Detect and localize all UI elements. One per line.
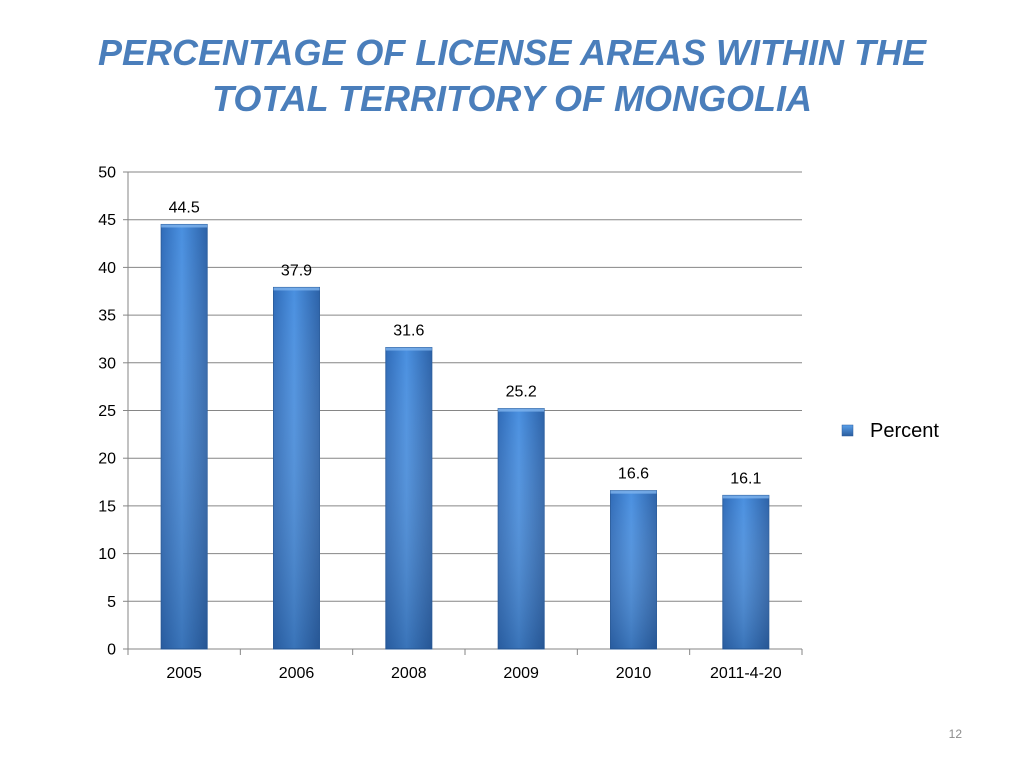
data-label: 16.6 <box>618 466 649 483</box>
x-tick-label: 2005 <box>166 665 202 682</box>
y-tick-label: 45 <box>98 212 116 229</box>
x-tick-label: 2008 <box>391 665 427 682</box>
data-label: 37.9 <box>281 262 312 279</box>
bar-shade <box>161 224 208 649</box>
data-labels: 44.5 37.9 31.6 25.2 16.6 16.1 <box>169 199 762 487</box>
y-tick-label: 5 <box>107 594 116 611</box>
y-tick-label: 10 <box>98 546 116 563</box>
y-tick-labels: 0 5 10 15 20 25 30 35 40 45 50 <box>98 165 116 659</box>
bar-top-highlight <box>722 495 769 499</box>
bar-2011-4-20 <box>722 494 770 650</box>
x-tick-label: 2009 <box>503 665 539 682</box>
x-tick-labels: 2005 2006 2008 2009 2010 2011-4-20 <box>166 665 781 682</box>
data-label: 25.2 <box>506 384 537 401</box>
bar-top-highlight <box>161 224 208 228</box>
y-tick-label: 30 <box>98 355 116 372</box>
bar-2005 <box>160 223 208 650</box>
bar-top-highlight <box>610 490 657 494</box>
legend-swatch <box>841 424 854 437</box>
y-tick-label: 50 <box>98 165 116 182</box>
bar-2008 <box>385 347 433 650</box>
bar-top-highlight <box>273 287 320 291</box>
legend-label: Percent <box>870 420 939 442</box>
y-tick-label: 25 <box>98 403 116 420</box>
x-tick-label: 2011-4-20 <box>710 665 782 682</box>
data-label: 16.1 <box>730 470 761 487</box>
y-tick-label: 20 <box>98 451 116 468</box>
y-tick-label: 15 <box>98 498 116 515</box>
bar-shade <box>273 287 320 649</box>
bar-top-highlight <box>385 347 432 351</box>
page-number: 12 <box>948 727 962 741</box>
x-tick-label: 2006 <box>279 665 315 682</box>
legend: Percent <box>841 420 939 442</box>
bar-shade <box>385 347 432 649</box>
y-tick-label: 0 <box>107 642 116 659</box>
bar-shade <box>610 490 657 649</box>
title-line-2: TOTAL TERRITORY OF MONGOLIA <box>211 78 813 119</box>
gridlines <box>128 171 802 650</box>
bar-shade <box>722 495 769 649</box>
y-tick-label: 40 <box>98 260 116 277</box>
bars <box>160 223 770 650</box>
bar-top-highlight <box>498 408 545 412</box>
y-tick-label: 35 <box>98 308 116 325</box>
bar-2010 <box>610 490 657 650</box>
title-line-1: PERCENTAGE OF LICENSE AREAS WITHIN THE <box>97 32 927 73</box>
bar-2006 <box>273 286 320 650</box>
axes <box>123 171 803 655</box>
data-label: 44.5 <box>169 199 200 216</box>
x-tick-label: 2010 <box>616 665 652 682</box>
data-label: 31.6 <box>393 323 424 340</box>
bar-2009 <box>497 408 545 650</box>
bar-shade <box>498 408 545 649</box>
slide-title: PERCENTAGE OF LICENSE AREAS WITHIN THE T… <box>30 30 994 122</box>
